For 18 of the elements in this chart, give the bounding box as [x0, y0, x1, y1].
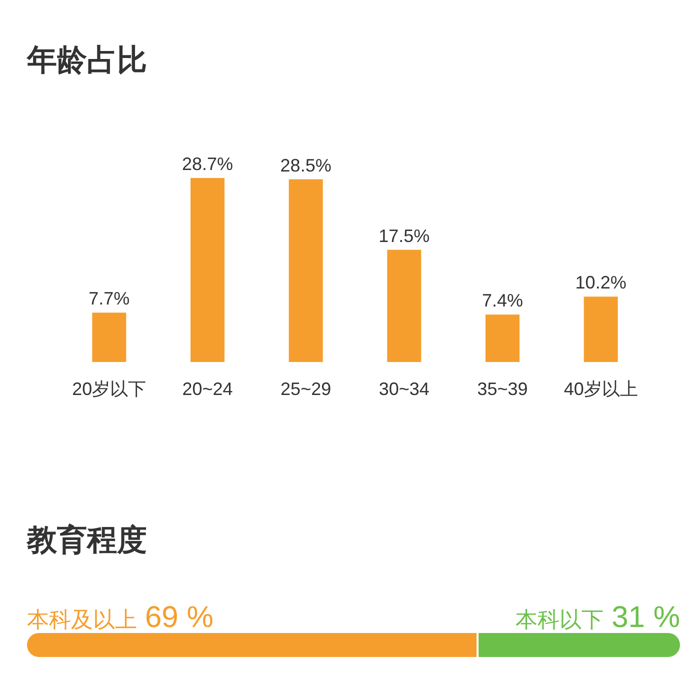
x-tick-label: 30~34	[378, 379, 430, 399]
data-label: 7.4%	[482, 290, 524, 311]
x-tick-label: 20~24	[182, 379, 233, 399]
data-label: 69 %	[145, 601, 214, 634]
x-tick-label: 25~29	[280, 379, 332, 399]
data-label: 17.5%	[378, 226, 430, 246]
data-label: 7.7%	[88, 288, 130, 309]
chart-title: 年龄占比	[26, 44, 147, 77]
data-label: 10.2%	[575, 272, 626, 293]
x-tick-label: 40岁以上	[564, 379, 638, 399]
data-label: 28.7%	[182, 154, 234, 174]
series-label: 本科及以上	[27, 607, 137, 632]
data-label: 28.5%	[280, 155, 332, 176]
x-tick-label: 35~39	[477, 379, 528, 399]
data-label: 31 %	[612, 601, 680, 634]
x-tick-label: 20岁以下	[72, 379, 146, 399]
chart-title: 教育程度	[26, 523, 147, 557]
series-label: 本科以下	[516, 607, 604, 632]
